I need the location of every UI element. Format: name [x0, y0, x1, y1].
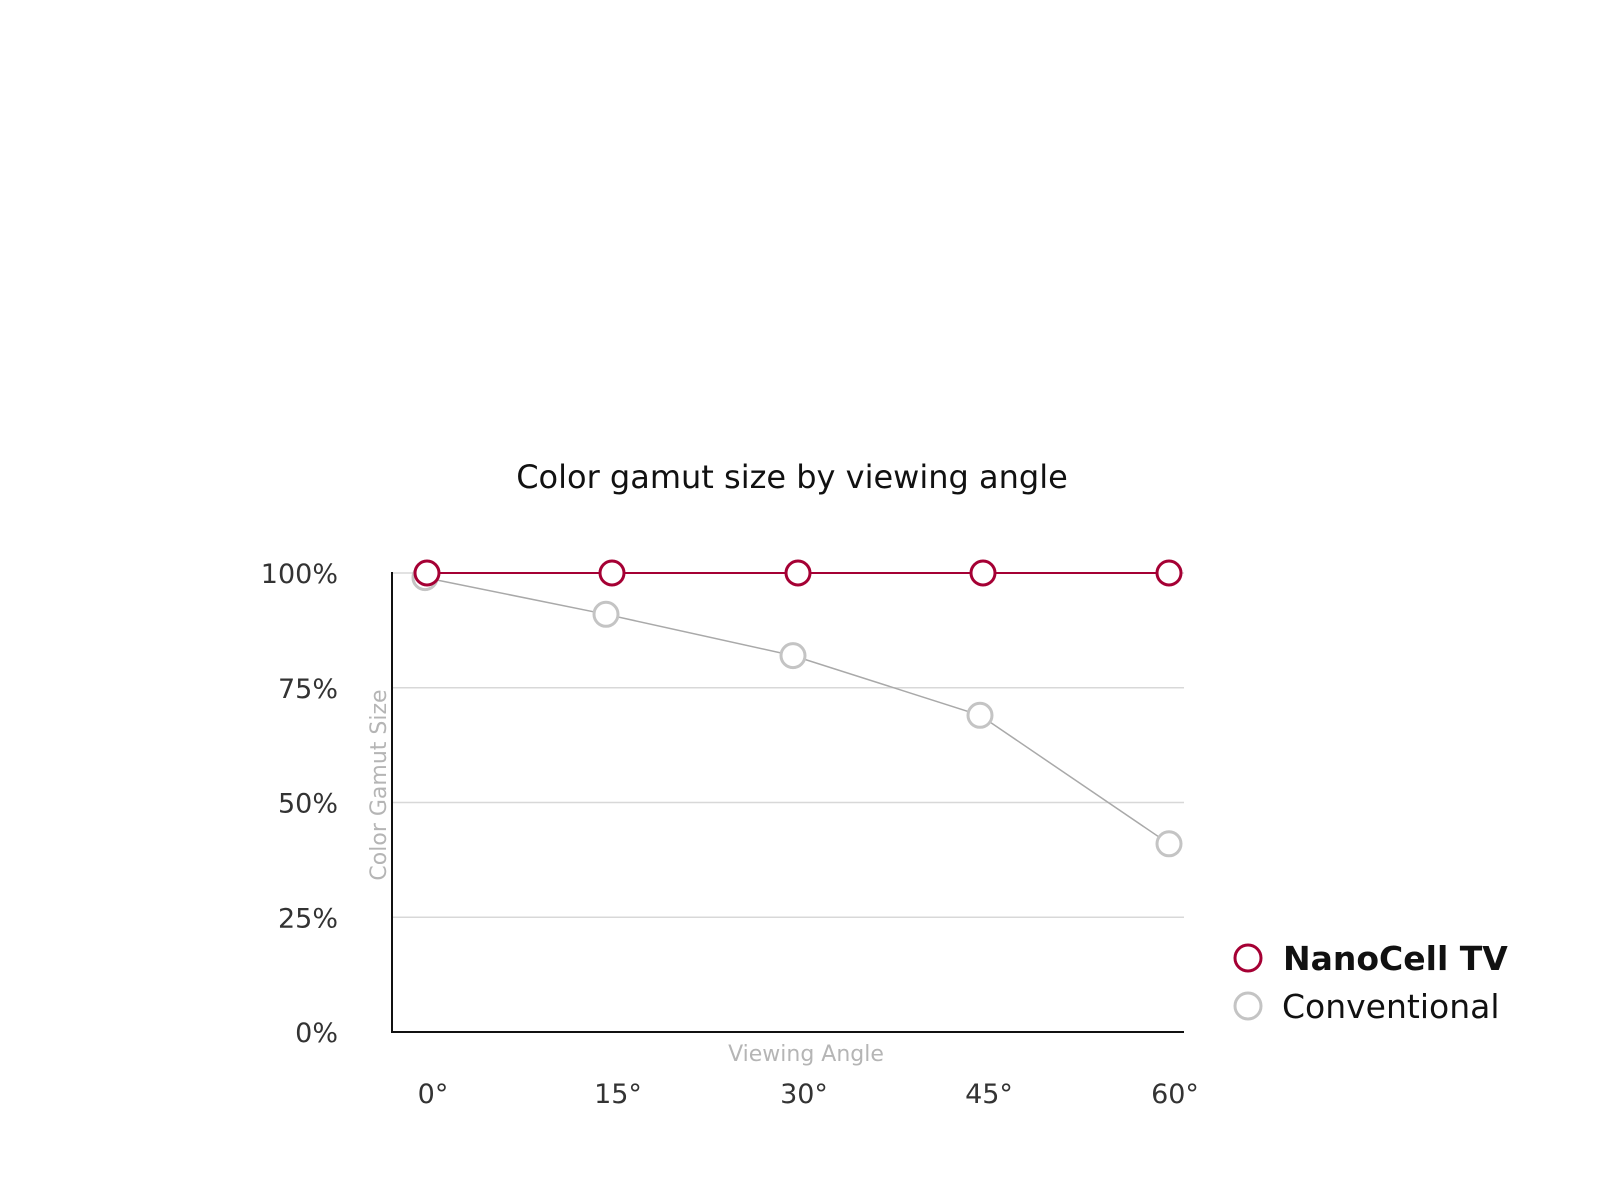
- chart-title: Color gamut size by viewing angle: [516, 458, 1068, 496]
- legend-label-nanocell: NanoCell TV: [1283, 939, 1508, 978]
- y-tick-label: 100%: [261, 559, 338, 590]
- y-tick-label: 0%: [295, 1018, 338, 1049]
- data-point-nanocell-tv: [969, 559, 997, 587]
- y-tick-label: 25%: [278, 903, 338, 934]
- y-tick-label: 75%: [278, 674, 338, 705]
- x-tick-label: 15°: [594, 1079, 642, 1110]
- legend: NanoCell TV Conventional: [1233, 939, 1508, 1026]
- y-axis-label: Color Gamut Size: [367, 689, 392, 880]
- x-tick-label: 0°: [418, 1079, 449, 1110]
- gridlines: [392, 572, 1184, 918]
- data-point-nanocell-tv: [598, 559, 626, 587]
- data-point-conventional: [1155, 830, 1183, 858]
- legend-marker-conventional: [1233, 991, 1263, 1021]
- x-tick-label: 45°: [965, 1079, 1013, 1110]
- data-point-conventional: [592, 600, 620, 628]
- y-tick-label: 50%: [278, 789, 338, 820]
- x-tick-labels: 0° 15° 30° 45° 60°: [418, 1079, 1199, 1110]
- y-tick-labels: 0% 25% 50% 75% 100%: [261, 559, 338, 1049]
- data-point-conventional: [779, 642, 807, 670]
- series-line-conventional: [424, 576, 1170, 845]
- x-axis-label: Viewing Angle: [728, 1042, 884, 1067]
- legend-marker-nanocell: [1233, 943, 1263, 973]
- x-tick-label: 30°: [780, 1079, 828, 1110]
- series-conventional: [411, 564, 1183, 858]
- data-point-nanocell-tv: [413, 559, 441, 587]
- data-point-conventional: [966, 701, 994, 729]
- series-layer: [411, 559, 1183, 858]
- data-point-nanocell-tv: [1155, 559, 1183, 587]
- series-nanocell-tv: [413, 559, 1183, 587]
- data-point-nanocell-tv: [784, 559, 812, 587]
- x-tick-label: 60°: [1151, 1079, 1199, 1110]
- legend-label-conventional: Conventional: [1282, 987, 1500, 1026]
